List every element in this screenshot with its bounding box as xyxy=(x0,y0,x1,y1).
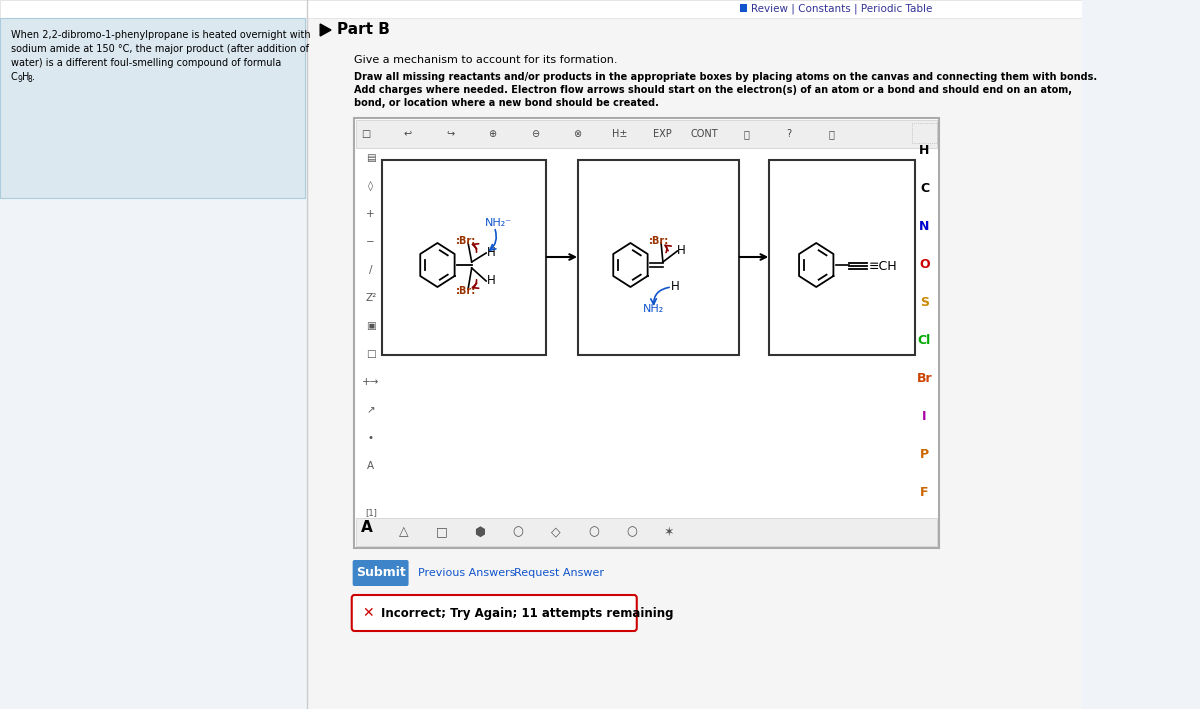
Text: ⊕: ⊕ xyxy=(488,129,497,139)
Text: Review | Constants | Periodic Table: Review | Constants | Periodic Table xyxy=(751,4,932,14)
Text: 8: 8 xyxy=(28,74,32,84)
Text: ⓘ: ⓘ xyxy=(744,129,750,139)
Text: NH₂⁻: NH₂⁻ xyxy=(485,218,512,228)
FancyBboxPatch shape xyxy=(382,160,546,355)
Text: −: − xyxy=(366,237,376,247)
Text: ≡CH: ≡CH xyxy=(869,259,898,272)
Text: ↪: ↪ xyxy=(446,129,454,139)
Text: .: . xyxy=(32,72,36,82)
Text: :Br:: :Br: xyxy=(649,236,670,246)
Text: Br: Br xyxy=(917,372,932,384)
Text: Give a mechanism to account for its formation.: Give a mechanism to account for its form… xyxy=(354,55,618,65)
Text: ▤: ▤ xyxy=(366,153,376,163)
Text: F: F xyxy=(920,486,929,498)
Text: 9: 9 xyxy=(17,74,22,84)
Text: □: □ xyxy=(361,129,370,139)
Text: ▣: ▣ xyxy=(366,321,376,331)
FancyBboxPatch shape xyxy=(769,160,916,355)
Text: ○: ○ xyxy=(588,525,599,539)
Text: Cl: Cl xyxy=(918,333,931,347)
Text: Add charges where needed. Electron flow arrows should start on the electron(s) o: Add charges where needed. Electron flow … xyxy=(354,85,1073,95)
Text: ↗: ↗ xyxy=(366,405,376,415)
Text: A: A xyxy=(367,461,374,471)
Text: ⊗: ⊗ xyxy=(574,129,581,139)
Text: +→: +→ xyxy=(362,377,379,387)
Text: ?: ? xyxy=(787,129,792,139)
Text: C: C xyxy=(920,182,929,194)
Text: ○: ○ xyxy=(512,525,523,539)
Text: :Br:: :Br: xyxy=(456,236,476,246)
Text: ✶: ✶ xyxy=(664,525,674,539)
Text: [1]: [1] xyxy=(365,508,377,518)
Text: H: H xyxy=(671,281,680,294)
Text: bond, or location where a new bond should be created.: bond, or location where a new bond shoul… xyxy=(354,98,659,108)
Text: Submit: Submit xyxy=(355,566,406,579)
Text: :Br:: :Br: xyxy=(456,286,476,296)
Text: Part B: Part B xyxy=(337,23,390,38)
FancyBboxPatch shape xyxy=(356,518,937,546)
Text: CONT: CONT xyxy=(690,129,719,139)
Text: C: C xyxy=(11,72,18,82)
Text: •: • xyxy=(367,433,373,443)
FancyBboxPatch shape xyxy=(353,560,408,586)
Text: H±: H± xyxy=(612,129,628,139)
FancyBboxPatch shape xyxy=(307,0,1082,709)
Text: P: P xyxy=(920,447,929,461)
Text: When 2,2-dibromo-1-phenylpropane is heated overnight with: When 2,2-dibromo-1-phenylpropane is heat… xyxy=(11,30,311,40)
Text: H: H xyxy=(487,247,496,259)
Text: I: I xyxy=(923,410,926,423)
Text: ◇: ◇ xyxy=(551,525,560,539)
Text: +: + xyxy=(366,209,376,219)
Text: sodium amide at 150 °C, the major product (after addition of: sodium amide at 150 °C, the major produc… xyxy=(11,44,308,54)
Text: H: H xyxy=(22,72,29,82)
Text: Draw all missing reactants and/or products in the appropriate boxes by placing a: Draw all missing reactants and/or produc… xyxy=(354,72,1098,82)
Text: ⬢: ⬢ xyxy=(474,525,485,539)
FancyBboxPatch shape xyxy=(0,0,1082,18)
Text: H: H xyxy=(487,274,496,288)
Text: water) is a different foul-smelling compound of formula: water) is a different foul-smelling comp… xyxy=(11,58,281,68)
FancyBboxPatch shape xyxy=(739,4,746,12)
Text: Incorrect; Try Again; 11 attempts remaining: Incorrect; Try Again; 11 attempts remain… xyxy=(380,606,673,620)
Text: N: N xyxy=(919,220,930,233)
FancyBboxPatch shape xyxy=(354,118,938,548)
Text: △: △ xyxy=(400,525,409,539)
FancyBboxPatch shape xyxy=(356,120,937,148)
Text: □: □ xyxy=(366,349,376,359)
Text: ↩: ↩ xyxy=(403,129,412,139)
FancyBboxPatch shape xyxy=(0,18,305,198)
Text: Z²: Z² xyxy=(365,293,377,303)
Text: ○: ○ xyxy=(626,525,637,539)
Text: ✕: ✕ xyxy=(362,606,373,620)
Text: H: H xyxy=(919,143,930,157)
Text: Request Answer: Request Answer xyxy=(514,568,604,578)
Text: S: S xyxy=(920,296,929,308)
FancyBboxPatch shape xyxy=(352,595,637,631)
Text: EXP: EXP xyxy=(653,129,671,139)
Text: A: A xyxy=(361,520,373,535)
Text: /: / xyxy=(368,265,372,275)
Text: NH₂: NH₂ xyxy=(643,304,665,314)
Text: ◊: ◊ xyxy=(368,181,373,191)
Text: □: □ xyxy=(436,525,448,539)
Polygon shape xyxy=(320,24,331,36)
Text: ⤤: ⤤ xyxy=(829,129,834,139)
FancyBboxPatch shape xyxy=(578,160,739,355)
Text: ⊖: ⊖ xyxy=(530,129,539,139)
Text: O: O xyxy=(919,257,930,271)
Text: H: H xyxy=(677,245,685,257)
Text: Previous Answers: Previous Answers xyxy=(419,568,516,578)
